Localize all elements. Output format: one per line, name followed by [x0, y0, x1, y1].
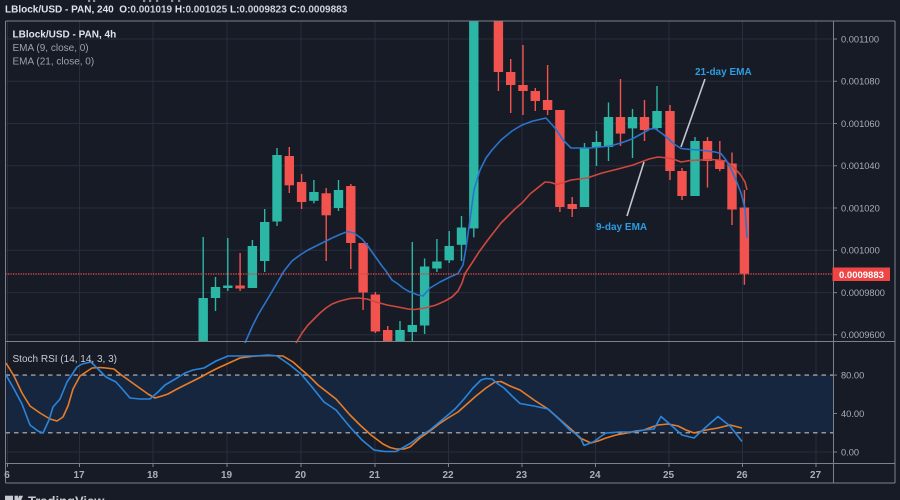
svg-text:21: 21: [369, 470, 381, 481]
svg-text:24: 24: [589, 470, 601, 481]
svg-text:26: 26: [736, 470, 748, 481]
svg-text:0.00: 0.00: [841, 447, 859, 457]
svg-text:0.001060: 0.001060: [841, 119, 880, 129]
svg-text:25: 25: [663, 470, 675, 481]
svg-text:21-day EMA: 21-day EMA: [695, 67, 752, 78]
svg-text:LBlock/USD - PAN, 240 O:0.001: LBlock/USD - PAN, 240 O:0.001019 H:0.001…: [5, 5, 348, 16]
svg-text:0.001000: 0.001000: [841, 246, 880, 256]
svg-text:0.001100: 0.001100: [841, 34, 879, 44]
svg-text:0.0009800: 0.0009800: [841, 288, 885, 298]
svg-text:EMA (21, close, 0): EMA (21, close, 0): [13, 57, 95, 68]
svg-text:LBlock/USD - PAN, 4h: LBlock/USD - PAN, 4h: [13, 30, 117, 41]
svg-text:19: 19: [221, 470, 233, 481]
svg-text:TradingView: TradingView: [28, 494, 105, 500]
svg-text:0.001020: 0.001020: [841, 203, 880, 213]
svg-text:27: 27: [810, 470, 822, 481]
svg-text:9-day EMA: 9-day EMA: [596, 222, 647, 233]
svg-text:0.001080: 0.001080: [841, 77, 880, 87]
svg-text:0.0009600: 0.0009600: [841, 330, 885, 340]
svg-text:18: 18: [147, 470, 159, 481]
svg-text:20: 20: [295, 470, 307, 481]
svg-text:40.00: 40.00: [841, 409, 864, 419]
svg-text:0.001040: 0.001040: [841, 161, 880, 171]
svg-text:22: 22: [442, 470, 454, 481]
svg-text:23: 23: [516, 470, 528, 481]
svg-text:0.0009883: 0.0009883: [839, 270, 884, 281]
svg-text:Stoch RSI (14, 14, 3, 3): Stoch RSI (14, 14, 3, 3): [13, 354, 118, 365]
svg-text:6: 6: [4, 470, 10, 481]
svg-text:EMA (9, close, 0): EMA (9, close, 0): [13, 43, 89, 54]
svg-text:17: 17: [73, 470, 85, 481]
svg-text:80.00: 80.00: [841, 371, 864, 381]
